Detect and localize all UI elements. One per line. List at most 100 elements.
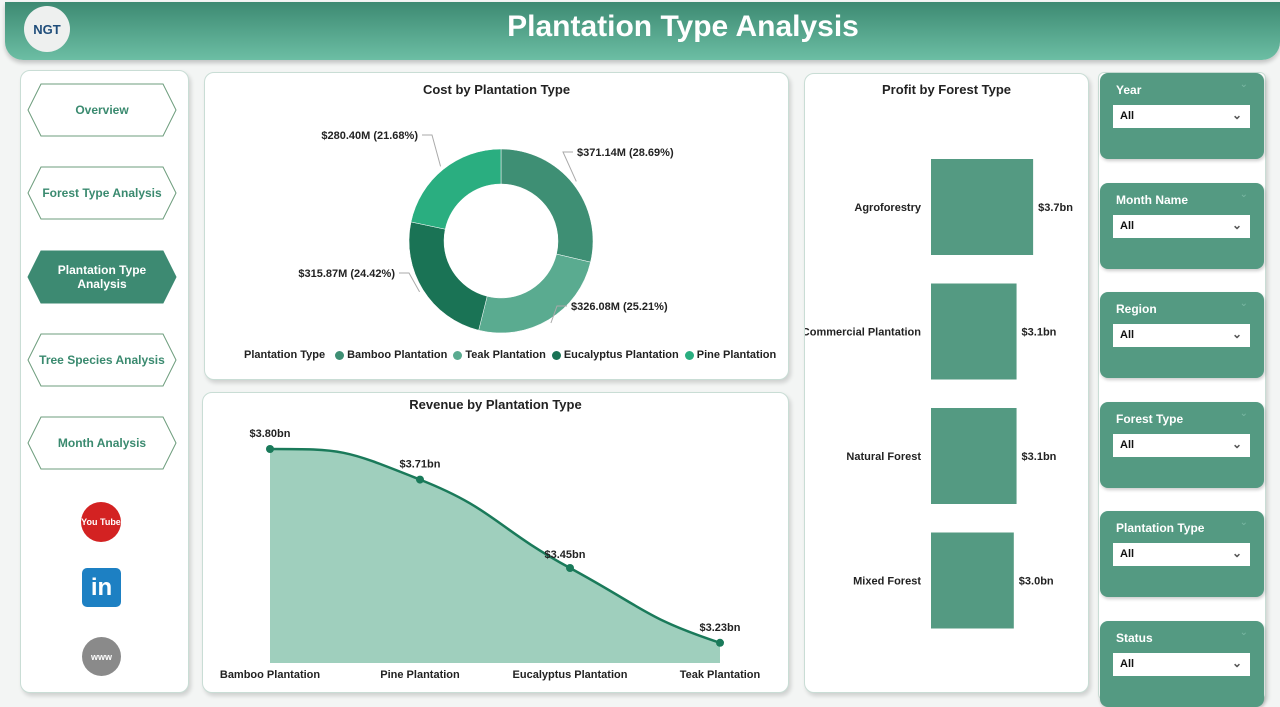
filter-label: Month Name — [1116, 192, 1188, 207]
nav-label: Overview — [75, 103, 129, 117]
profit-bar[interactable] — [931, 159, 1034, 255]
website-globe-icon[interactable]: www — [82, 637, 121, 676]
legend-title: Plantation Type — [244, 349, 326, 361]
revenue-point[interactable] — [416, 475, 424, 484]
slice-label: $326.08M (25.21%) — [571, 301, 668, 313]
nav-label: Forest Type Analysis — [42, 186, 162, 201]
legend-item[interactable]: Bamboo Plantation — [335, 349, 447, 361]
collapse-chevron-icon[interactable]: ⌄ — [1239, 79, 1248, 90]
y-tick-label: Mixed Forest — [853, 576, 921, 588]
slice-label: $280.40M (21.68%) — [321, 130, 418, 142]
filter-dropdown[interactable]: All ⌄ — [1113, 105, 1250, 128]
dropdown-value: All — [1120, 219, 1135, 232]
revenue-data-label: $3.71bn — [400, 459, 441, 471]
cost-donut-chart: $371.14M (28.69%) $326.08M (25.21%) $315.8… — [298, 130, 674, 334]
profit-bar[interactable] — [931, 283, 1017, 380]
collapse-chevron-icon[interactable]: ⌄ — [1239, 517, 1248, 528]
nav-panel: You Tube in www Overview Forest Type Anal… — [20, 70, 189, 693]
filter-dropdown[interactable]: All ⌄ — [1113, 433, 1250, 457]
linkedin-icon[interactable]: in — [82, 568, 121, 607]
cost-card: Cost by Plantation Type $371.14M (28.69%… — [204, 72, 789, 380]
x-tick-label: Eucalyptus Plantation — [513, 669, 628, 681]
bar-data-label: $3.0bn — [1019, 576, 1054, 588]
youtube-label: You Tube — [81, 516, 121, 527]
x-tick-label: Bamboo Plantation — [220, 669, 321, 681]
page-title: Plantation Type Analysis — [507, 10, 859, 43]
company-logo: NGT — [24, 6, 70, 52]
collapse-chevron-icon[interactable]: ⌄ — [1239, 407, 1248, 419]
nav-month-analysis[interactable]: Month Analysis — [27, 416, 177, 470]
revenue-line — [269, 447, 721, 644]
legend-item[interactable]: Pine Plantation — [684, 349, 777, 361]
chevron-down-icon: ⌄ — [1231, 436, 1242, 451]
y-tick-label: Commercial Plantation — [805, 327, 921, 339]
dropdown-value: All — [1120, 657, 1135, 670]
legend-label: Bamboo Plantation — [347, 349, 448, 361]
legend-item[interactable]: Eucalyptus Plantation — [551, 349, 679, 361]
bar-data-label: $3.7bn — [1038, 202, 1073, 214]
nav-tree-species-analysis[interactable]: Tree Species Analysis — [27, 333, 177, 387]
legend-item[interactable]: Teak Plantation — [453, 349, 546, 361]
leader-line — [562, 151, 577, 182]
y-tick-label: Natural Forest — [846, 451, 921, 463]
filter-forest-type: Forest Type ⌄ All ⌄ — [1100, 401, 1264, 488]
chevron-down-icon: ⌄ — [1231, 217, 1242, 232]
filter-dropdown[interactable]: All ⌄ — [1113, 652, 1250, 676]
filter-status: Status ⌄ All ⌄ — [1100, 620, 1264, 707]
nav-label: Plantation Type Analysis — [57, 262, 147, 291]
dropdown-value: All — [1120, 329, 1135, 341]
filter-dropdown[interactable]: All ⌄ — [1113, 543, 1250, 566]
donut-slice-bamboo-plantation[interactable] — [500, 148, 594, 263]
profit-bar[interactable] — [931, 532, 1014, 629]
bar-data-label: $3.1bn — [1022, 327, 1057, 339]
filter-label: Year — [1116, 83, 1142, 97]
dropdown-value: All — [1120, 548, 1135, 560]
revenue-area-fill — [270, 449, 720, 663]
filter-label: Plantation Type — [1116, 521, 1205, 535]
revenue-chart-title: Revenue by Plantation Type — [409, 397, 582, 412]
legend-dot-icon — [453, 350, 463, 360]
collapse-chevron-icon[interactable]: ⌄ — [1239, 298, 1248, 309]
collapse-chevron-icon[interactable]: ⌄ — [1239, 626, 1248, 638]
collapse-chevron-icon[interactable]: ⌄ — [1239, 188, 1248, 200]
donut-slice-teak-plantation[interactable] — [478, 253, 591, 334]
website-label: www — [90, 651, 112, 662]
nav-plantation-type-analysis[interactable]: Plantation Type Analysis — [27, 250, 177, 304]
revenue-point[interactable] — [716, 638, 724, 647]
revenue-point[interactable] — [566, 564, 574, 572]
donut-slice-eucalyptus-plantation[interactable] — [408, 221, 488, 331]
filter-dropdown[interactable]: All ⌄ — [1113, 214, 1250, 238]
slice-label: $315.87M (24.42%) — [298, 268, 395, 280]
dropdown-value: All — [1120, 110, 1135, 122]
filter-label: Forest Type — [1116, 411, 1184, 426]
filter-region: Region ⌄ All ⌄ — [1100, 292, 1264, 378]
chevron-down-icon: ⌄ — [1231, 108, 1242, 122]
leader-line — [550, 305, 567, 324]
filter-label: Region — [1116, 302, 1157, 316]
legend-dot-icon — [684, 350, 694, 360]
leader-line — [422, 134, 442, 167]
header-bar — [5, 2, 1280, 60]
donut-slice-pine-plantation[interactable] — [410, 148, 502, 230]
nav-overview[interactable]: Overview — [27, 83, 177, 137]
filter-month-name: Month Name ⌄ All ⌄ — [1100, 182, 1264, 269]
filter-year: Year ⌄ All ⌄ — [1100, 73, 1264, 159]
youtube-icon[interactable]: You Tube — [81, 502, 121, 542]
x-tick-label: Pine Plantation — [380, 669, 460, 681]
legend-dot-icon — [335, 350, 345, 360]
legend-label: Teak Plantation — [465, 349, 546, 361]
profit-bar[interactable] — [931, 408, 1017, 504]
dropdown-value: All — [1120, 438, 1135, 451]
filter-plantation-type: Plantation Type ⌄ All ⌄ — [1100, 511, 1264, 597]
legend-label: Eucalyptus Plantation — [563, 349, 679, 361]
revenue-point[interactable] — [266, 445, 274, 453]
revenue-data-label: $3.45bn — [545, 549, 586, 561]
nav-forest-type-analysis[interactable]: Forest Type Analysis — [27, 166, 177, 220]
nav-label: Tree Species Analysis — [39, 352, 165, 367]
legend-label: Pine Plantation — [696, 349, 777, 361]
filter-dropdown[interactable]: All ⌄ — [1113, 324, 1250, 347]
chevron-down-icon: ⌄ — [1231, 655, 1242, 670]
legend-dot-icon — [551, 350, 561, 360]
revenue-area-chart: $3.80bn Bamboo Plantation $3.71bn Pine Plan… — [220, 428, 761, 681]
cost-chart-title: Cost by Plantation Type — [422, 82, 571, 97]
